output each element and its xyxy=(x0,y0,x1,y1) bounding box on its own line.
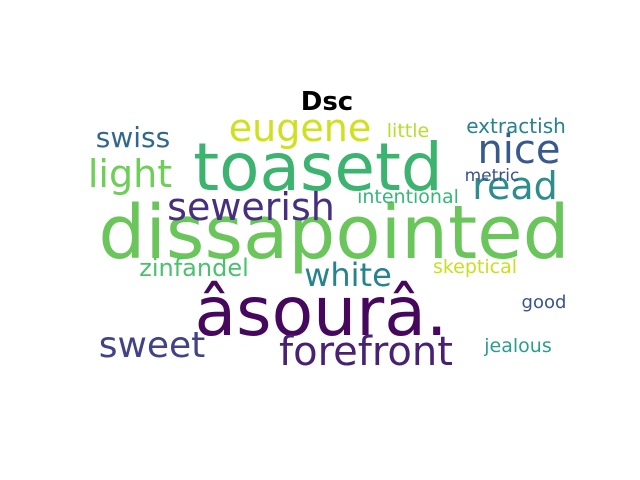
word-7: light xyxy=(88,152,172,196)
word-3: forefront xyxy=(279,329,453,375)
word-4: sewerish xyxy=(167,185,335,229)
word-9: white xyxy=(304,256,392,294)
word-13: extractish xyxy=(466,114,566,138)
word-14: intentional xyxy=(357,186,459,208)
word-17: metric xyxy=(465,166,520,186)
word-19: jealous xyxy=(483,335,551,357)
word-15: skeptical xyxy=(433,256,517,278)
word-6: eugene xyxy=(229,106,371,150)
word-0: toasetd xyxy=(193,129,442,206)
word-2: âsourâ. xyxy=(194,273,447,352)
word-1: dissapointed xyxy=(98,190,569,276)
word-12: zinfandel xyxy=(139,254,249,282)
word-8: read xyxy=(472,164,558,208)
word-5: nice xyxy=(477,127,560,173)
chart-title: Dsc xyxy=(301,87,353,117)
word-11: swiss xyxy=(96,121,170,154)
word-18: good xyxy=(522,292,567,313)
word-10: sweet xyxy=(99,325,206,366)
word-16: little xyxy=(387,120,429,142)
